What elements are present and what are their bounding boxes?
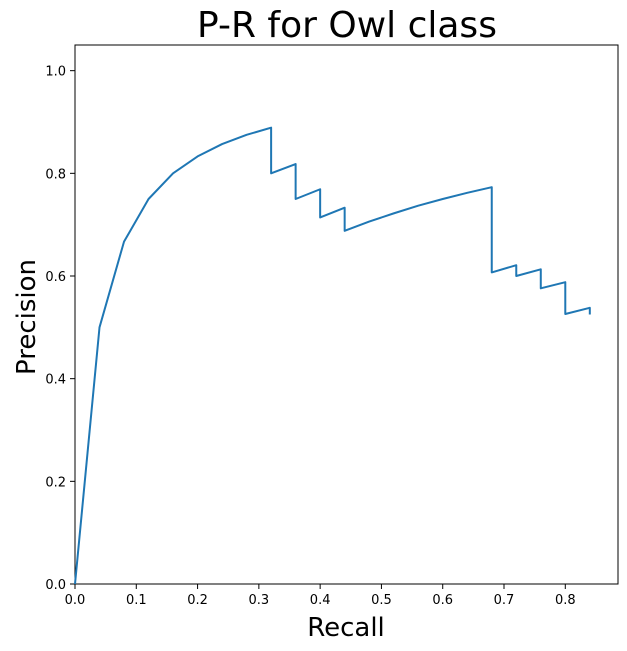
x-axis-ticks: 0.0 0.1 0.2 0.3 0.4 0.5 0.6 0.7 0.8 — [65, 584, 576, 608]
y-tick-label: 1.0 — [45, 65, 66, 80]
y-tick-label: 0.4 — [45, 373, 66, 388]
series-line-precision-recall — [74, 126, 591, 585]
x-tick-label: 0.7 — [494, 593, 515, 608]
y-tick-label: 0.6 — [45, 270, 66, 285]
plot-frame — [74, 44, 619, 585]
x-tick-label: 0.3 — [249, 593, 270, 608]
x-tick-label: 0.2 — [187, 593, 208, 608]
y-tick-label: 0.2 — [45, 475, 66, 490]
x-tick-label: 0.8 — [555, 593, 576, 608]
x-axis-label: Recall — [307, 613, 385, 643]
y-axis-label: Precision — [12, 259, 42, 375]
x-tick-label: 0.4 — [310, 593, 331, 608]
x-tick-label: 0.0 — [65, 593, 86, 608]
y-axis-ticks: 0.0 0.2 0.4 0.6 0.8 1.0 — [45, 65, 75, 593]
x-tick-label: 0.6 — [432, 593, 453, 608]
x-tick-label: 0.5 — [371, 593, 392, 608]
y-tick-label: 0.0 — [45, 578, 66, 593]
x-tick-label: 0.1 — [126, 593, 147, 608]
chart-title: P-R for Owl class — [197, 5, 497, 46]
y-tick-label: 0.8 — [45, 167, 66, 182]
